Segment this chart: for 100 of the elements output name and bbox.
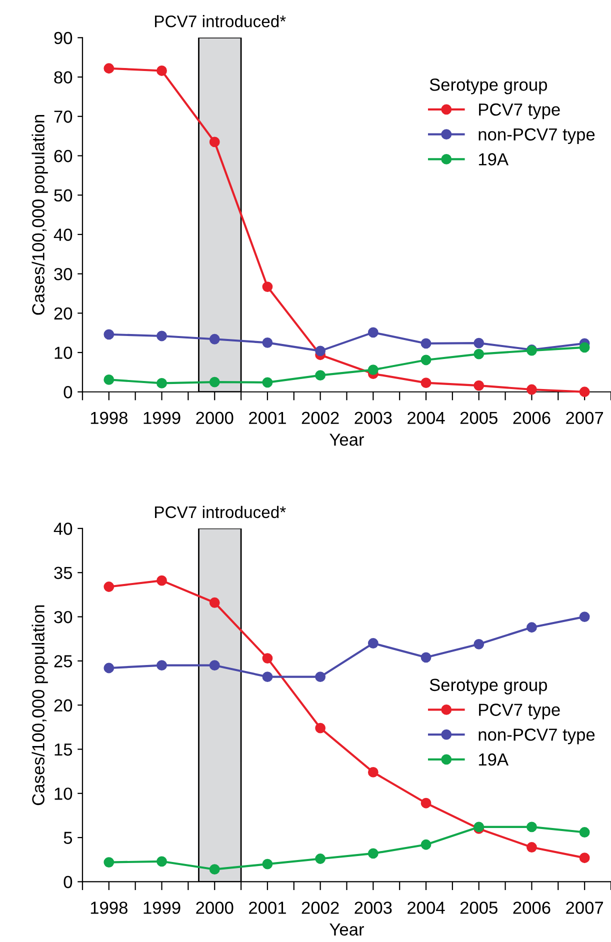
- point: [315, 370, 326, 381]
- point: [526, 842, 537, 852]
- point: [420, 378, 432, 388]
- point: [104, 857, 114, 868]
- x-tick-label: 1999: [144, 412, 180, 424]
- point: [262, 282, 273, 292]
- point: [368, 638, 378, 648]
- legend-label: non-PCV7 type: [478, 728, 595, 744]
- point: [104, 662, 114, 674]
- point: [156, 330, 167, 342]
- y-tick-label: 20: [54, 699, 72, 712]
- point: [474, 338, 484, 348]
- y-tick-label: 30: [54, 610, 72, 624]
- point: [526, 822, 537, 832]
- point: [104, 582, 114, 592]
- point: [315, 346, 326, 356]
- x-tick-label: 2005: [460, 412, 498, 424]
- x-tick-label: 1998: [90, 902, 128, 914]
- y-tick-label: 0: [64, 386, 72, 398]
- y-tick-label: 70: [54, 110, 72, 123]
- x-tick-label: 2007: [566, 412, 604, 424]
- band-label: PCV7 introduced*: [155, 506, 286, 518]
- legend-label: PCV7 type: [479, 103, 560, 120]
- point: [474, 380, 484, 391]
- point: [579, 612, 590, 622]
- x-tick-label: 2003: [354, 412, 392, 424]
- point: [156, 378, 167, 388]
- point: [315, 672, 326, 682]
- x-tick-label: 2006: [513, 902, 550, 914]
- y-tick-label: 25: [54, 655, 72, 668]
- point: [368, 848, 378, 859]
- point: [104, 63, 114, 74]
- point: [315, 854, 326, 864]
- point: [420, 652, 432, 663]
- y-tick-label: 60: [54, 150, 72, 162]
- y-tick-label: 80: [54, 71, 72, 84]
- x-tick-label: 2001: [249, 412, 286, 424]
- point: [209, 376, 220, 388]
- x-tick-label: 1999: [144, 902, 180, 914]
- point: [209, 660, 220, 671]
- point: [474, 348, 484, 360]
- point: [474, 638, 484, 650]
- point: [209, 597, 220, 608]
- x-tick-label: 2002: [302, 412, 339, 424]
- point: [156, 575, 167, 586]
- point: [368, 766, 378, 778]
- point: [579, 342, 590, 353]
- point: [156, 66, 167, 76]
- x-tick-label: 1998: [90, 412, 128, 424]
- point: [262, 672, 273, 682]
- y-tick-label: 15: [54, 744, 72, 756]
- point: [420, 839, 432, 850]
- x-axis-title: Year: [330, 434, 364, 446]
- y-tick-label: 0: [64, 876, 72, 888]
- legend-label: non-PCV7 type: [478, 128, 595, 144]
- y-tick-label: 40: [54, 228, 72, 241]
- point: [420, 798, 432, 808]
- y-tick-label: 35: [54, 566, 72, 580]
- point: [420, 354, 432, 366]
- y-tick-label: 40: [54, 522, 72, 535]
- y-axis-title: Cases/100,000 population: [32, 605, 48, 806]
- x-tick-label: 2004: [408, 902, 445, 914]
- legend-label: PCV7 type: [479, 704, 560, 720]
- y-axis-title: Cases/100,000 population: [32, 115, 48, 315]
- point: [368, 327, 378, 338]
- point: [526, 622, 537, 633]
- point: [420, 338, 432, 349]
- point: [579, 386, 590, 398]
- point: [209, 334, 220, 344]
- x-tick-label: 2003: [354, 902, 392, 914]
- x-tick-label: 2000: [196, 412, 234, 424]
- x-tick-label: 2006: [513, 412, 550, 424]
- legend-label: 19A: [478, 753, 508, 766]
- y-tick-label: 50: [54, 189, 72, 202]
- point: [579, 827, 590, 838]
- point: [156, 856, 167, 867]
- x-tick-label: 2001: [249, 902, 286, 914]
- point: [262, 377, 273, 388]
- x-axis-title: Year: [330, 924, 364, 936]
- legend-title: Serotype group: [430, 678, 548, 695]
- legend-label: 19A: [478, 153, 508, 166]
- point: [262, 653, 273, 664]
- x-tick-label: 2002: [302, 902, 339, 914]
- band-label: PCV7 introduced*: [155, 15, 286, 28]
- y-tick-label: 5: [64, 832, 72, 844]
- y-tick-label: 10: [54, 788, 72, 800]
- x-tick-label: 2004: [408, 412, 445, 424]
- x-tick-label: 2007: [566, 902, 604, 914]
- y-tick-label: 30: [54, 268, 72, 280]
- point: [209, 136, 220, 148]
- y-tick-label: 90: [54, 32, 72, 44]
- point: [262, 337, 273, 348]
- point: [156, 660, 167, 671]
- point: [104, 374, 114, 385]
- x-tick-label: 2000: [196, 902, 234, 914]
- point: [579, 852, 590, 864]
- point: [104, 329, 114, 340]
- point: [368, 364, 378, 376]
- y-tick-label: 20: [54, 307, 72, 320]
- point: [315, 722, 326, 734]
